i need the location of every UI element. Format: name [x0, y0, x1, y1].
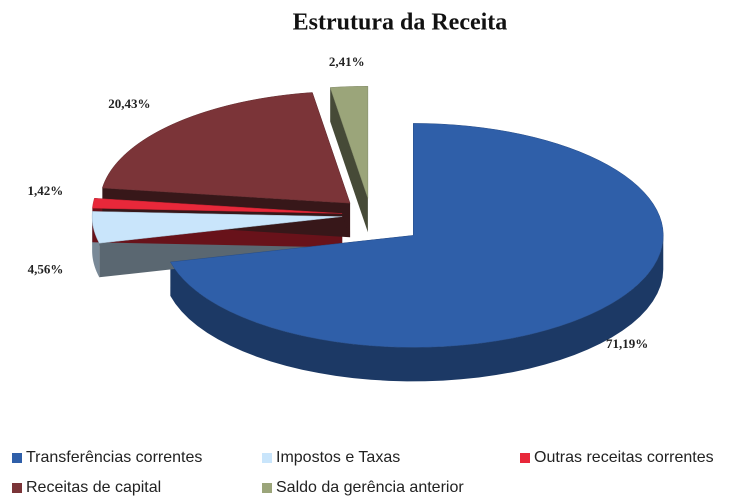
legend-swatch — [12, 453, 22, 463]
slice — [329, 85, 369, 199]
legend-swatch — [12, 483, 22, 493]
value-label: 20,43% — [108, 96, 150, 111]
legend-label: Transferências correntes — [26, 449, 202, 466]
slice-wall — [330, 87, 368, 233]
value-label: 4,56% — [28, 262, 64, 277]
legend-label: Impostos e Taxas — [276, 449, 400, 466]
slice — [170, 123, 664, 348]
legend-swatch — [520, 453, 530, 463]
legend-label: Saldo da gerência anterior — [276, 479, 464, 496]
slice — [92, 198, 343, 214]
slice-side — [170, 235, 664, 382]
chart-title: Estrutura da Receita — [293, 10, 508, 36]
pie-tops — [91, 85, 664, 348]
value-label: 71,19% — [606, 336, 648, 351]
legend-swatch — [262, 483, 272, 493]
legend-label: Receitas de capital — [26, 479, 161, 496]
legend-label: Outras receitas correntes — [534, 449, 714, 466]
value-label: 2,41% — [329, 54, 365, 69]
legend-swatch — [262, 453, 272, 463]
slice — [102, 92, 351, 204]
slice — [91, 211, 343, 244]
value-label: 1,42% — [28, 183, 64, 198]
